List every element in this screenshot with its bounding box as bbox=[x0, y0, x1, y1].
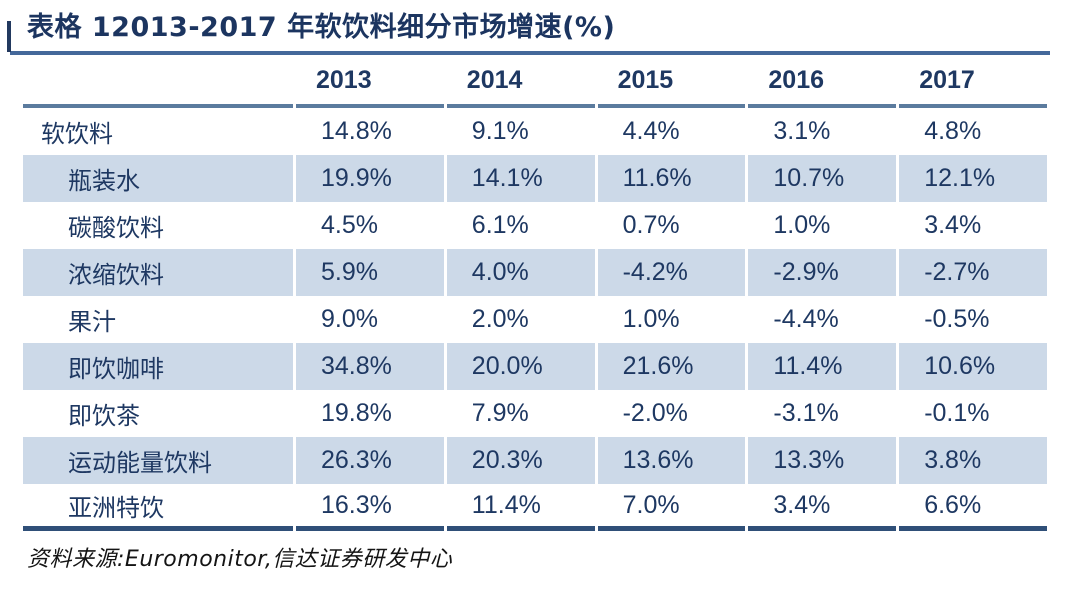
report-table-page: 表格 12013-2017 年软饮料细分市场增速(%) 2013 2014 20… bbox=[0, 11, 1080, 592]
cell-value: 5.9% bbox=[296, 249, 444, 296]
cell-value: -0.1% bbox=[924, 399, 990, 427]
row-label: 碳酸饮料 bbox=[68, 214, 164, 242]
cell-value: 13.6% bbox=[597, 437, 746, 484]
row-label: 亚洲特饮 bbox=[23, 484, 293, 531]
source-note: 资料来源:Euromonitor,信达证券研发中心 bbox=[27, 547, 453, 572]
growth-table: 2013 2014 2015 2016 2017 软饮料 14.8% 9.1% 4.4… bbox=[20, 55, 1050, 531]
table-row: 果汁 9.0% 2.0% 1.0% -4.4% -0.5% bbox=[23, 296, 1047, 343]
cell-value: 34.8% bbox=[296, 343, 444, 390]
cell-value: 20.3% bbox=[446, 437, 595, 484]
table-row: 浓缩饮料 5.9% 4.0% -4.2% -2.9% -2.7% bbox=[23, 249, 1047, 296]
cell-value: 11.6% bbox=[597, 155, 746, 202]
cell-value: 14.1% bbox=[446, 155, 595, 202]
column-header-2017: 2017 bbox=[899, 55, 1047, 108]
cell-value: 3.8% bbox=[899, 437, 1047, 484]
page-edge-tick bbox=[7, 21, 11, 52]
cell-value: 7.9% bbox=[471, 399, 529, 427]
cell-value: 3.1% bbox=[773, 117, 831, 145]
cell-value: 4.5% bbox=[321, 211, 378, 239]
cell-value: 3.4% bbox=[924, 211, 982, 239]
cell-value: 11.4% bbox=[748, 343, 897, 390]
header-corner-cell bbox=[23, 55, 293, 108]
row-label: 即饮咖啡 bbox=[23, 343, 293, 390]
table-row: 即饮茶 19.8% 7.9% -2.0% -3.1% -0.1% bbox=[23, 390, 1047, 437]
column-header-2013: 2013 bbox=[296, 55, 444, 108]
cell-value: -4.2% bbox=[597, 249, 746, 296]
table-row: 运动能量饮料 26.3% 20.3% 13.6% 13.3% 3.8% bbox=[23, 437, 1047, 484]
cell-value: 1.0% bbox=[773, 211, 831, 239]
header-row: 2013 2014 2015 2016 2017 bbox=[23, 55, 1047, 108]
cell-value: 14.8% bbox=[321, 117, 392, 145]
table-row: 亚洲特饮 16.3% 11.4% 7.0% 3.4% 6.6% bbox=[23, 484, 1047, 531]
cell-value: 9.0% bbox=[321, 305, 378, 333]
cell-value: 10.7% bbox=[748, 155, 897, 202]
row-label: 浓缩饮料 bbox=[23, 249, 293, 296]
title-underline bbox=[10, 51, 1050, 55]
cell-value: 13.3% bbox=[748, 437, 897, 484]
cell-value: 4.8% bbox=[924, 117, 982, 145]
cell-value: 4.4% bbox=[622, 117, 680, 145]
cell-value: 9.1% bbox=[471, 117, 529, 145]
cell-value: 7.0% bbox=[597, 484, 746, 531]
table-row: 碳酸饮料 4.5% 6.1% 0.7% 1.0% 3.4% bbox=[23, 202, 1047, 249]
table-header: 2013 2014 2015 2016 2017 bbox=[23, 55, 1047, 108]
cell-value: 2.0% bbox=[471, 305, 529, 333]
cell-value: 0.7% bbox=[622, 211, 680, 239]
row-label: 瓶装水 bbox=[23, 155, 293, 202]
cell-value: 10.6% bbox=[899, 343, 1047, 390]
cell-value: -0.5% bbox=[924, 305, 990, 333]
cell-value: -4.4% bbox=[773, 305, 839, 333]
column-header-2016: 2016 bbox=[748, 55, 897, 108]
cell-value: 6.1% bbox=[471, 211, 529, 239]
cell-value: 3.4% bbox=[748, 484, 897, 531]
table-body: 软饮料 14.8% 9.1% 4.4% 3.1% 4.8% 瓶装水 19.9% 14.1% 11.… bbox=[23, 108, 1047, 531]
table-row: 软饮料 14.8% 9.1% 4.4% 3.1% 4.8% bbox=[23, 108, 1047, 155]
cell-value: 19.9% bbox=[296, 155, 444, 202]
row-label: 即饮茶 bbox=[68, 402, 140, 430]
cell-value: -2.7% bbox=[899, 249, 1047, 296]
cell-value: 16.3% bbox=[296, 484, 444, 531]
cell-value: -2.9% bbox=[748, 249, 897, 296]
cell-value: 4.0% bbox=[446, 249, 595, 296]
row-label: 果汁 bbox=[68, 308, 116, 336]
cell-value: 6.6% bbox=[899, 484, 1047, 531]
cell-value: 19.8% bbox=[321, 399, 392, 427]
cell-value: 1.0% bbox=[622, 305, 680, 333]
cell-value: 12.1% bbox=[899, 155, 1047, 202]
cell-value: -2.0% bbox=[622, 399, 688, 427]
cell-value: 20.0% bbox=[446, 343, 595, 390]
cell-value: -3.1% bbox=[773, 399, 839, 427]
table-row: 即饮咖啡 34.8% 20.0% 21.6% 11.4% 10.6% bbox=[23, 343, 1047, 390]
cell-value: 26.3% bbox=[296, 437, 444, 484]
column-header-2014: 2014 bbox=[446, 55, 595, 108]
cell-value: 21.6% bbox=[597, 343, 746, 390]
cell-value: 11.4% bbox=[446, 484, 595, 531]
column-header-2015: 2015 bbox=[597, 55, 746, 108]
row-label: 软饮料 bbox=[41, 120, 113, 148]
table-title: 表格 12013-2017 年软饮料细分市场增速(%) bbox=[27, 12, 616, 43]
row-label: 运动能量饮料 bbox=[23, 437, 293, 484]
table-row: 瓶装水 19.9% 14.1% 11.6% 10.7% 12.1% bbox=[23, 155, 1047, 202]
